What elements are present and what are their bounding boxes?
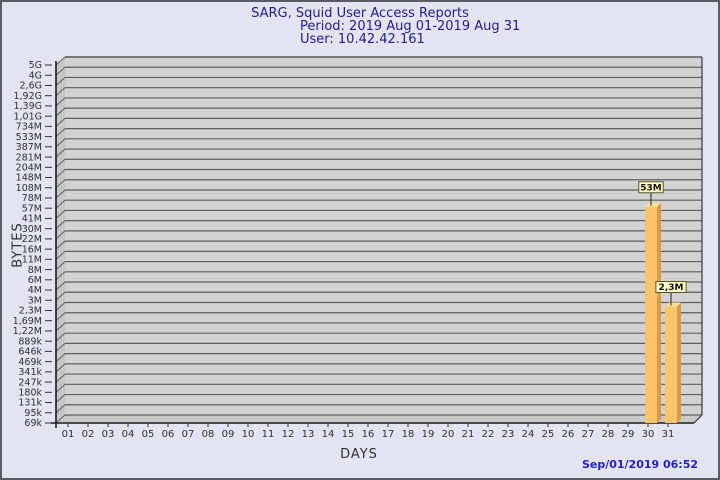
y-tick-label: 78M [22,193,42,204]
x-axis-title: DAYS [340,447,378,462]
x-tick-label: 15 [342,429,355,440]
y-tick-label: 734M [16,122,42,133]
bar-day-30: 53M [638,181,664,423]
y-tick-label: 95k [24,408,42,419]
bar-day-31: 2,3M [655,280,687,423]
y-tick-label: 108M [16,183,42,194]
x-tick-label: 19 [422,429,435,440]
gridlines [55,56,702,424]
x-tick-label: 26 [562,429,575,440]
y-tick-label: 889k [18,336,42,347]
y-tick-label: 1,22M [13,326,42,337]
x-axis-ticks: 01 02 03 04 05 06 07 08 09 10 11 12 13 14 15 16 17 18 19 20… [62,424,675,440]
x-tick-label: 14 [322,429,335,440]
y-tick-label: 22M [22,234,42,245]
x-tick-label: 20 [442,429,455,440]
floor-corner-edge [693,414,703,424]
x-tick-label: 08 [202,429,215,440]
y-tick-label: 533M [16,132,42,143]
x-tick-label: 23 [502,429,515,440]
x-tick-label: 13 [302,429,315,440]
bar-value-label: 53M [640,183,662,193]
y-tick-label: 16M [22,244,42,255]
x-tick-label: 03 [102,429,115,440]
chart-user-subtitle: User: 10.42.42.161 [300,32,425,47]
y-tick-label: 41M [22,214,42,225]
y-tick-label: 180k [18,388,42,399]
y-tick-label: 1,39G [13,101,42,112]
y-tick-label: 69k [24,418,42,429]
x-tick-label: 12 [282,429,295,440]
y-tick-label: 11M [22,255,42,266]
y-tick-label: 247k [18,377,42,388]
x-tick-label: 07 [182,429,195,440]
y-tick-label: 5G [29,60,42,71]
x-tick-label: 16 [362,429,375,440]
x-tick-label: 05 [142,429,155,440]
x-tick-label: 27 [582,429,595,440]
y-tick-label: 57M [22,203,42,214]
x-tick-label: 17 [382,429,395,440]
x-tick-label: 02 [82,429,95,440]
y-tick-label: 30M [22,224,42,235]
y-tick-label: 1,92G [13,91,42,102]
x-tick-label: 24 [522,429,535,440]
y-tick-label: 1,69M [13,316,42,327]
bar-value-label: 2,3M [659,283,684,293]
y-tick-label: 341k [18,367,42,378]
x-tick-label: 30 [642,429,655,440]
x-tick-label: 04 [122,429,135,440]
y-tick-label: 2,6G [20,81,42,92]
y-tick-label: 2,3M [19,306,42,317]
y-tick-label: 204M [16,162,42,173]
y-tick-label: 4G [29,70,42,81]
bar-value-box [638,181,664,194]
y-tick-label: 131k [18,398,42,409]
x-tick-label: 22 [482,429,495,440]
y-tick-label: 8M [28,265,42,276]
y-tick-label: 4M [28,285,42,296]
y-tick-label: 6M [28,275,42,286]
generated-timestamp: Sep/01/2019 06:52 [581,458,698,471]
bars: 53M 2,3M [638,181,687,423]
x-tick-label: 11 [262,429,275,440]
x-tick-label: 25 [542,429,555,440]
y-tick-label: 646k [18,347,42,358]
y-tick-label: 387M [16,142,42,153]
y-tick-label: 3M [28,295,42,306]
y-tick-label: 1,01G [13,111,42,122]
chart-period-subtitle: Period: 2019 Aug 01-2019 Aug 31 [300,19,521,34]
chart-title: SARG, Squid User Access Reports [251,6,469,21]
bar-value-box [655,280,687,293]
y-tick-label: 281M [16,152,42,163]
x-tick-label: 06 [162,429,175,440]
plot-floor [56,415,702,423]
plot-back-wall [65,57,702,415]
x-tick-label: 18 [402,429,415,440]
plot-left-wall [56,57,65,423]
y-tick-label: 469k [18,357,42,368]
x-tick-label: 10 [242,429,255,440]
y-tick-label: 148M [16,173,42,184]
x-tick-label: 28 [602,429,615,440]
y-axis-ticks: 5G4G2,6G1,92G1,39G1,01G734M533M387M281M2… [13,60,52,429]
x-tick-label: 09 [222,429,235,440]
x-tick-label: 31 [662,429,675,440]
x-tick-label: 21 [462,429,475,440]
x-tick-label: 01 [62,429,75,440]
x-tick-label: 29 [622,429,635,440]
